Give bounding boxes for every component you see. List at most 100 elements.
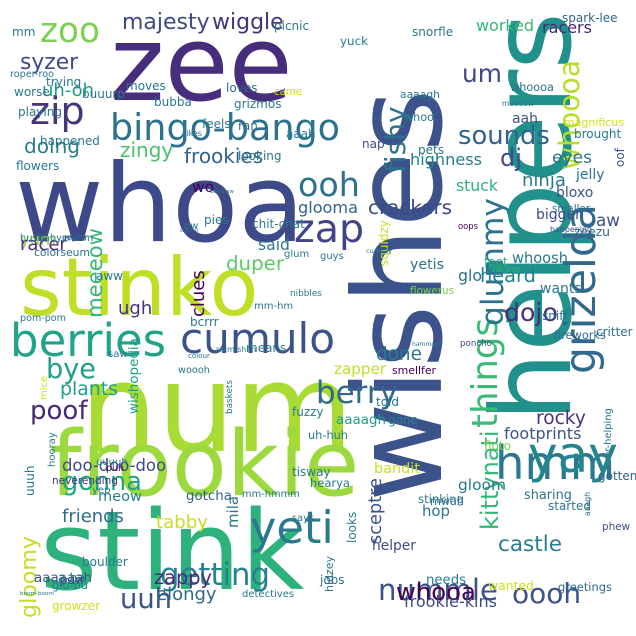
cloud-word-sharing: sharing xyxy=(524,488,572,503)
cloud-word-hushabye: hushabye xyxy=(20,233,68,244)
cloud-word-tisway: tisway xyxy=(292,465,331,479)
cloud-word-grizmos: grizmos xyxy=(234,97,282,111)
cloud-word-started: started xyxy=(548,499,591,513)
cloud-word-sceptre: sceptre xyxy=(366,478,386,544)
cloud-word-uuuuh: uuuuh xyxy=(96,457,128,468)
cloud-word-yeti: yeti xyxy=(250,502,334,554)
cloud-word-smellfer: smellfer xyxy=(392,364,436,377)
cloud-word-ugh: ugh xyxy=(118,298,153,319)
cloud-word-snorfle: snorfle xyxy=(412,25,454,39)
cloud-word-aaaaaah: aaaaaah xyxy=(34,571,92,586)
cloud-word-aw: aw xyxy=(596,210,620,230)
cloud-word-jelly: jelly xyxy=(576,167,605,183)
cloud-word-tabby: tabby xyxy=(156,512,208,533)
cloud-word-wiggle: wiggle xyxy=(212,10,284,35)
cloud-word-greetings: greetings xyxy=(558,580,612,594)
cloud-word-looks: looks xyxy=(345,511,359,544)
cloud-word-uh-huh: uh-huh xyxy=(308,428,348,442)
cloud-word-wishopedia: wishopedia xyxy=(126,338,142,414)
cloud-word-whoa: whoa xyxy=(15,141,305,267)
cloud-word-footprints: footprints xyxy=(504,424,582,443)
cloud-word-aaaagh: aaaagh xyxy=(336,413,386,428)
cloud-word-hearya: hearya xyxy=(310,476,350,490)
cloud-word-bcrrr: bcrrr xyxy=(190,315,219,329)
cloud-word-glu-bu: glu-bu xyxy=(52,578,88,592)
cloud-word-bigger: bigger xyxy=(536,207,581,223)
cloud-word-fireworks: fireworks xyxy=(554,328,606,342)
cloud-word-zappy: zappy xyxy=(154,566,212,589)
cloud-word-gloom: gloom xyxy=(458,476,506,494)
cloud-word-gotcha: gotcha xyxy=(186,489,232,504)
cloud-word-gonna: gonna xyxy=(62,467,142,497)
cloud-word-mm-hmmm: mm-hmmm xyxy=(242,489,300,500)
cloud-word-bandit: bandit xyxy=(374,461,420,477)
cloud-word-whoo: whoo xyxy=(404,111,434,124)
cloud-word-picnic: picnic xyxy=(274,19,310,33)
cloud-word-boulder: boulder xyxy=(82,555,128,569)
cloud-word-spark-lee: spark-lee xyxy=(562,11,618,25)
cloud-word-squidzy: squidzy xyxy=(377,220,391,266)
cloud-word-colorseum: colorseum xyxy=(34,246,90,259)
cloud-word-meeeow: meeeow xyxy=(502,99,534,108)
cloud-word-smaller: smaller xyxy=(552,203,590,215)
cloud-word-ow: ow xyxy=(184,221,199,232)
cloud-word-helper: helper xyxy=(372,538,416,554)
cloud-word-guys: guys xyxy=(320,251,344,262)
cloud-word-hooray: hooray xyxy=(47,431,58,467)
cloud-word-geyser: geyser xyxy=(62,233,88,242)
cloud-word-nummle: nummle xyxy=(378,573,498,607)
cloud-word-uh-oh: uh-oh xyxy=(42,80,95,101)
cloud-word-done: done xyxy=(376,344,422,365)
cloud-word-poof: poof xyxy=(30,396,88,426)
cloud-word-chit-chat: chit-chat xyxy=(252,217,305,231)
cloud-word-phew: phew xyxy=(602,521,630,533)
cloud-word-highness: highness xyxy=(410,150,483,169)
cloud-word-whoooa: whoooa xyxy=(510,81,554,94)
cloud-word-zee: zee xyxy=(110,3,293,125)
cloud-word-says: says xyxy=(292,513,314,524)
cloud-word-magnificus: magnificus xyxy=(564,116,624,129)
cloud-word-came: came xyxy=(274,87,302,98)
cloud-word-happened: happened xyxy=(40,134,100,148)
cloud-word-mice: mice xyxy=(39,376,50,401)
cloud-word-baskets: baskets xyxy=(225,380,235,414)
cloud-word-racing: racing xyxy=(492,265,520,275)
cloud-word-dj: dj xyxy=(500,144,522,172)
cloud-word-meow: meow xyxy=(98,488,142,505)
cloud-word-flowers: flowers xyxy=(16,159,60,173)
cloud-word-aww: aww xyxy=(96,269,123,283)
cloud-word-heard: heard xyxy=(480,264,536,287)
cloud-word-yep: yep xyxy=(92,485,111,496)
cloud-word-ninja: ninja xyxy=(522,170,566,191)
cloud-word-hmm: hmm xyxy=(495,436,616,490)
cloud-word-bubba: bubba xyxy=(154,95,192,109)
cloud-word-mm-hm: mm-hm xyxy=(254,301,294,312)
cloud-word-ran: ran xyxy=(238,119,258,133)
cloud-word-pets: pets xyxy=(418,143,444,157)
cloud-word-gotten: gotten xyxy=(598,469,636,483)
cloud-word-bingo-bango: bingo-bango xyxy=(110,106,340,149)
cloud-word-oooh: oooh xyxy=(512,577,582,610)
cloud-word-stopped: stopped xyxy=(180,229,199,234)
cloud-word-roper-roo: roper-roo xyxy=(10,69,55,80)
cloud-word-neverending: neverending xyxy=(52,475,118,487)
cloud-word-doing: doing xyxy=(24,134,81,158)
cloud-word-um: um xyxy=(462,59,502,88)
cloud-word-friends: friends xyxy=(62,506,124,527)
cloud-word-sniff: sniff xyxy=(542,309,568,323)
cloud-word-bee-paw: bee-paw xyxy=(210,189,234,195)
cloud-word-cumulo: cumulo xyxy=(180,314,336,363)
cloud-word-zip: zip xyxy=(30,89,85,133)
cloud-word-mmm: mmm xyxy=(64,233,94,244)
cloud-word-sounds: sounds xyxy=(458,121,550,151)
cloud-word-wo: wo xyxy=(192,178,214,196)
cloud-word-growzer: growzer xyxy=(52,599,101,613)
cloud-word-critter: critter xyxy=(596,325,633,339)
cloud-word-cu-bigly: cu-bigly xyxy=(366,247,392,255)
cloud-word-wanted: wanted xyxy=(488,578,534,593)
cloud-word-colour: colour xyxy=(188,351,210,360)
cloud-word-clues: clues xyxy=(188,270,209,317)
cloud-word-mm: mm xyxy=(12,25,36,39)
cloud-word-berry: berry xyxy=(316,375,398,411)
